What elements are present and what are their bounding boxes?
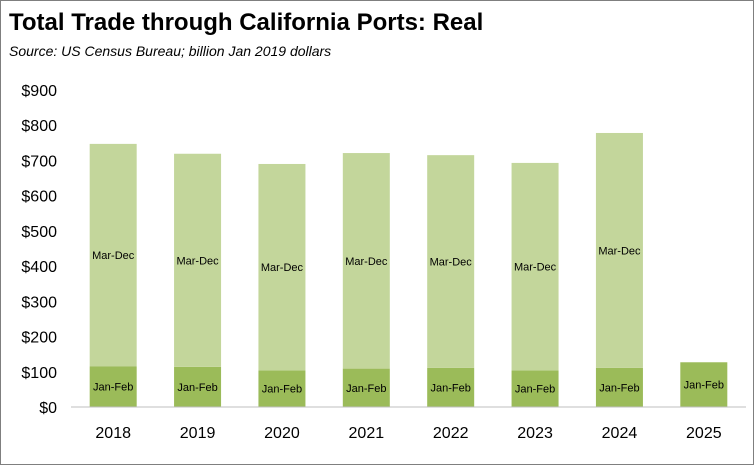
bar-data-label: Jan-Feb <box>684 380 724 392</box>
bar-2019-mar-dec <box>174 153 222 367</box>
x-tick-label: 2024 <box>602 425 638 442</box>
x-tick-label: 2021 <box>349 425 385 442</box>
bar-2018-jan-feb <box>89 366 137 407</box>
bar-2022-mar-dec <box>427 155 475 368</box>
bar-2023-mar-dec <box>511 162 559 371</box>
chart-title: Total Trade through California Ports: Re… <box>9 9 484 36</box>
bar-2021-mar-dec <box>342 153 390 369</box>
bar-data-label: Jan-Feb <box>262 384 302 396</box>
bar-data-label: Mar-Dec <box>514 262 557 274</box>
bar-data-label: Mar-Dec <box>345 256 388 268</box>
bar-data-label: Jan-Feb <box>515 384 555 396</box>
y-tick-label: $900 <box>21 83 57 100</box>
bar-2021-jan-feb <box>342 368 390 407</box>
y-tick-label: $300 <box>21 294 57 311</box>
bar-data-label: Mar-Dec <box>430 257 473 269</box>
bar-data-label: Mar-Dec <box>176 255 219 267</box>
bar-2024-jan-feb <box>595 367 643 407</box>
y-tick-label: $500 <box>21 224 57 241</box>
y-tick-label: $700 <box>21 153 57 170</box>
bar-2025-jan-feb <box>680 362 728 407</box>
y-tick-label: $400 <box>21 259 57 276</box>
bar-data-label: Jan-Feb <box>599 382 639 394</box>
x-tick-label: 2023 <box>517 425 553 442</box>
y-tick-label: $100 <box>21 365 57 382</box>
x-tick-label: 2025 <box>686 425 722 442</box>
bar-2019-jan-feb <box>174 366 222 407</box>
y-tick-label: $800 <box>21 118 57 135</box>
bar-data-label: Mar-Dec <box>261 262 304 274</box>
bar-data-label: Jan-Feb <box>93 382 133 394</box>
bar-2024-mar-dec <box>595 132 643 368</box>
y-tick-label: $600 <box>21 189 57 206</box>
x-tick-label: 2018 <box>95 425 131 442</box>
x-tick-label: 2020 <box>264 425 300 442</box>
bar-2020-jan-feb <box>258 370 306 407</box>
bar-2018-mar-dec <box>89 143 137 367</box>
bar-data-label: Jan-Feb <box>177 382 217 394</box>
bar-2020-mar-dec <box>258 163 306 371</box>
bar-data-label: Mar-Dec <box>92 250 135 262</box>
bar-2022-jan-feb <box>427 367 475 407</box>
y-tick-label: $0 <box>39 400 57 417</box>
bar-data-label: Jan-Feb <box>431 382 471 394</box>
x-tick-label: 2019 <box>180 425 216 442</box>
bar-2023-jan-feb <box>511 370 559 407</box>
x-tick-label: 2022 <box>433 425 469 442</box>
bar-data-label: Jan-Feb <box>346 383 386 395</box>
chart-subtitle: Source: US Census Bureau; billion Jan 20… <box>9 43 332 59</box>
y-tick-label: $200 <box>21 330 57 347</box>
bar-data-label: Mar-Dec <box>598 245 641 257</box>
